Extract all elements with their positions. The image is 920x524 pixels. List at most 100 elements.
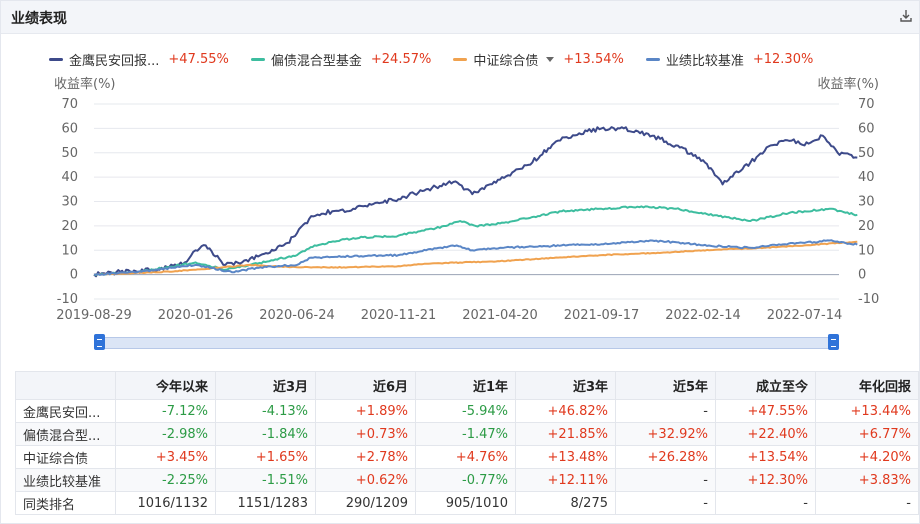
column-header: 成立至今 — [715, 371, 816, 400]
y-axis-title-left: 收益率(%) — [54, 76, 116, 92]
y-tick-label-left: 50 — [61, 146, 78, 161]
legend-value: +12.30% — [752, 51, 814, 67]
y-tick-label-right: 10 — [858, 243, 875, 258]
y-tick-label-left: 30 — [61, 195, 78, 210]
y-tick-label-right: 0 — [858, 268, 866, 283]
table-cell: +13.54% — [715, 445, 816, 469]
x-tick-label: 2020-06-24 — [259, 308, 335, 323]
legend-item-index[interactable]: 中证综合债 +13.54% — [453, 50, 624, 69]
performance-table: 今年以来 近3月 近6月 近1年 近3年 近5年 成立至今 年化回报 金鹰民安回... -7.1… — [15, 371, 919, 515]
table-cell: +12.11% — [515, 468, 616, 492]
row-label: 金鹰民安回... — [15, 399, 116, 423]
legend-value: +13.54% — [563, 51, 624, 67]
y-tick-label-left: 60 — [61, 121, 78, 136]
column-header: 今年以来 — [115, 371, 216, 400]
table-cell: -2.98% — [115, 422, 216, 446]
table-cell: - — [615, 468, 716, 492]
x-tick-label: 2022-02-14 — [665, 308, 741, 323]
panel-title: 业绩表现 — [11, 11, 67, 27]
y-tick-label-left: 70 — [61, 97, 78, 112]
table-cell: +26.28% — [615, 445, 716, 469]
y-tick-label-left: 10 — [61, 243, 78, 258]
table-cell: +21.85% — [515, 422, 616, 446]
row-label: 同类排名 — [15, 491, 116, 515]
column-header: 近6月 — [315, 371, 416, 400]
legend-label: 业绩比较基准 — [665, 53, 744, 69]
column-header: 近1年 — [415, 371, 516, 400]
y-tick-label-left: 20 — [61, 219, 78, 234]
table-cell: -1.47% — [415, 422, 516, 446]
chart-legend: 金鹰民安回报... +47.55% 偏债混合型基金 +24.57% 中证综合债 … — [49, 49, 835, 69]
x-tick-label: 2020-01-26 — [158, 308, 234, 323]
y-axis-title-right: 收益率(%) — [818, 76, 880, 92]
column-header: 近5年 — [615, 371, 716, 400]
table-cell: +6.77% — [815, 422, 919, 446]
table-cell: +1.65% — [215, 445, 316, 469]
legend-label: 金鹰民安回报... — [69, 53, 160, 69]
row-label: 偏债混合型... — [15, 422, 116, 446]
table-cell: 905/1010 — [415, 491, 516, 515]
table-cell: - — [715, 491, 816, 515]
x-tick-label: 2020-11-21 — [361, 308, 437, 323]
x-tick-label: 2022-07-14 — [767, 308, 843, 323]
column-header: 年化回报 — [815, 371, 919, 400]
table-cell: -5.94% — [415, 399, 516, 423]
y-tick-label-right: 70 — [858, 97, 875, 112]
slider-handle-end[interactable] — [828, 334, 839, 350]
legend-item-fund[interactable]: 金鹰民安回报... +47.55% — [49, 50, 229, 69]
x-tick-label: 2021-04-20 — [462, 308, 538, 323]
slider-track[interactable] — [98, 337, 835, 349]
series-line-1 — [93, 205, 858, 276]
table-row: 业绩比较基准 -2.25% -1.51% +0.62% -0.77% +12.11% - +1… — [15, 468, 919, 492]
table-cell: +0.73% — [315, 422, 416, 446]
table-cell: +32.92% — [615, 422, 716, 446]
table-header-row: 今年以来 近3月 近6月 近1年 近3年 近5年 成立至今 年化回报 — [15, 371, 919, 400]
legend-swatch — [250, 57, 265, 61]
table-cell: -1.51% — [215, 468, 316, 492]
x-tick-label: 2019-08-29 — [56, 308, 132, 323]
legend-value: +24.57% — [370, 51, 432, 67]
table-cell: -4.13% — [215, 399, 316, 423]
table-cell: +22.40% — [715, 422, 816, 446]
table-row: 中证综合债 +3.45% +1.65% +2.78% +4.76% +13.48% +26.… — [15, 445, 919, 469]
table-cell: +46.82% — [515, 399, 616, 423]
x-tick-label: 2021-09-17 — [564, 308, 640, 323]
table-cell: +0.62% — [315, 468, 416, 492]
legend-label: 中证综合债 — [473, 53, 539, 69]
table-cell: 290/1209 — [315, 491, 416, 515]
table-cell: +4.76% — [415, 445, 516, 469]
table-cell: 8/275 — [515, 491, 616, 515]
y-tick-label-left: 0 — [70, 268, 78, 283]
table-cell: - — [815, 491, 919, 515]
y-tick-label-right: 50 — [858, 146, 875, 161]
column-header: 近3年 — [515, 371, 616, 400]
table-body: 金鹰民安回... -7.12% -4.13% +1.89% -5.94% +46.82% -… — [15, 399, 919, 515]
header-corner — [15, 371, 116, 400]
legend-item-category[interactable]: 偏债混合型基金 +24.57% — [250, 50, 432, 69]
column-header: 近3月 — [215, 371, 316, 400]
date-range-slider[interactable] — [94, 334, 839, 350]
table-cell: +13.44% — [815, 399, 919, 423]
table-row: 偏债混合型... -2.98% -1.84% +0.73% -1.47% +21.85% +… — [15, 422, 919, 446]
dropdown-caret-icon[interactable] — [546, 56, 555, 62]
series-line-2 — [93, 240, 858, 276]
y-tick-label-right: 40 — [858, 170, 875, 185]
row-label: 中证综合债 — [15, 445, 116, 469]
row-label: 业绩比较基准 — [15, 468, 116, 492]
table-cell: - — [615, 491, 716, 515]
table-cell: +12.30% — [715, 468, 816, 492]
slider-handle-start[interactable] — [94, 334, 105, 350]
legend-item-benchmark[interactable]: 业绩比较基准 +12.30% — [645, 50, 814, 69]
table-cell: 1016/1132 — [115, 491, 216, 515]
table-cell: -2.25% — [115, 468, 216, 492]
y-tick-label-left: 40 — [61, 170, 78, 185]
table-cell: -1.84% — [215, 422, 316, 446]
download-icon[interactable] — [899, 9, 913, 23]
table-row: 同类排名 1016/1132 1151/1283 290/1209 905/1010 8/… — [15, 491, 919, 515]
table-cell: +13.48% — [515, 445, 616, 469]
legend-swatch — [453, 57, 468, 61]
table-cell: +3.83% — [815, 468, 919, 492]
panel-header: 业绩表现 — [1, 1, 919, 34]
legend-label: 偏债混合型基金 — [270, 53, 362, 69]
